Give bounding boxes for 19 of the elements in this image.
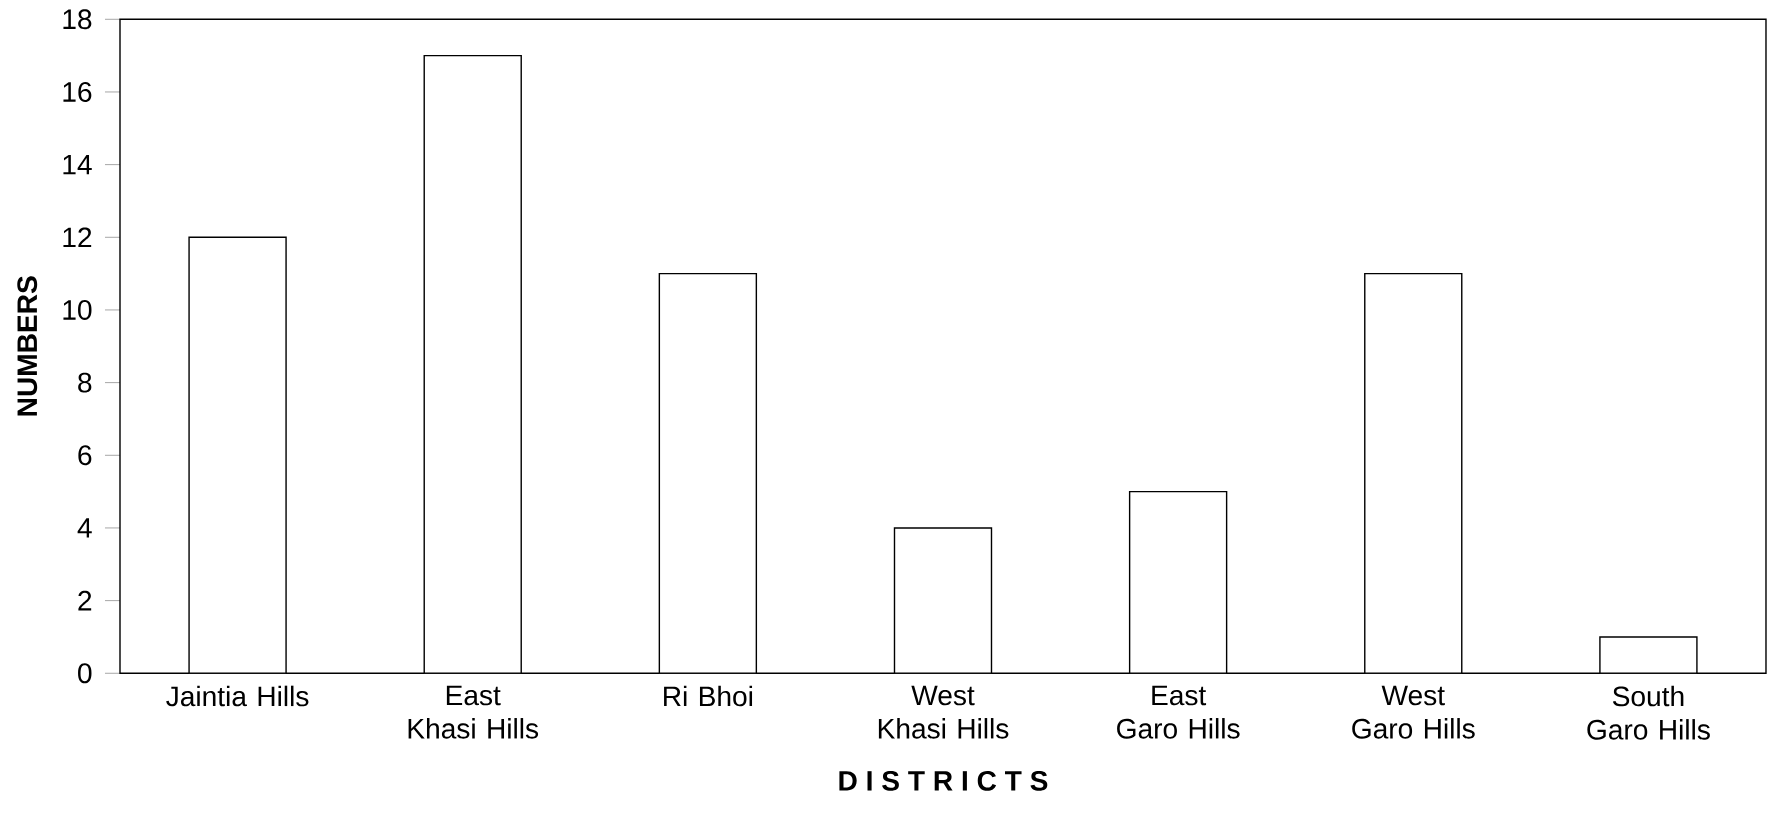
y-tick-label: 0 bbox=[78, 663, 92, 684]
y-tick-label: 4 bbox=[77, 518, 92, 538]
x-axis-title: D I S T R I C T S bbox=[839, 770, 1048, 791]
x-tick-label: South Garo Hills bbox=[1587, 685, 1710, 740]
y-tick-label: 6 bbox=[78, 445, 92, 466]
y-tick-label: 2 bbox=[78, 590, 92, 611]
y-axis-title: NUMBERS bbox=[17, 276, 38, 416]
y-tick-label: 14 bbox=[63, 154, 92, 175]
x-tick-label: West Garo Hills bbox=[1352, 685, 1475, 739]
y-tick-label: 8 bbox=[78, 372, 92, 393]
x-tick-label: Jaintia Hills bbox=[166, 685, 309, 707]
y-tick-label: 16 bbox=[63, 82, 92, 102]
y-tick-label: 10 bbox=[63, 300, 92, 320]
x-tick-label: Ri Bhoi bbox=[664, 685, 753, 707]
x-tick-label: East Khasi Hills bbox=[408, 685, 539, 739]
x-tick-label: East Garo Hills bbox=[1117, 685, 1240, 739]
x-tick-label: West Khasi Hills bbox=[878, 685, 1009, 739]
y-tick-label: 18 bbox=[63, 9, 92, 30]
y-tick-label: 12 bbox=[63, 227, 92, 248]
